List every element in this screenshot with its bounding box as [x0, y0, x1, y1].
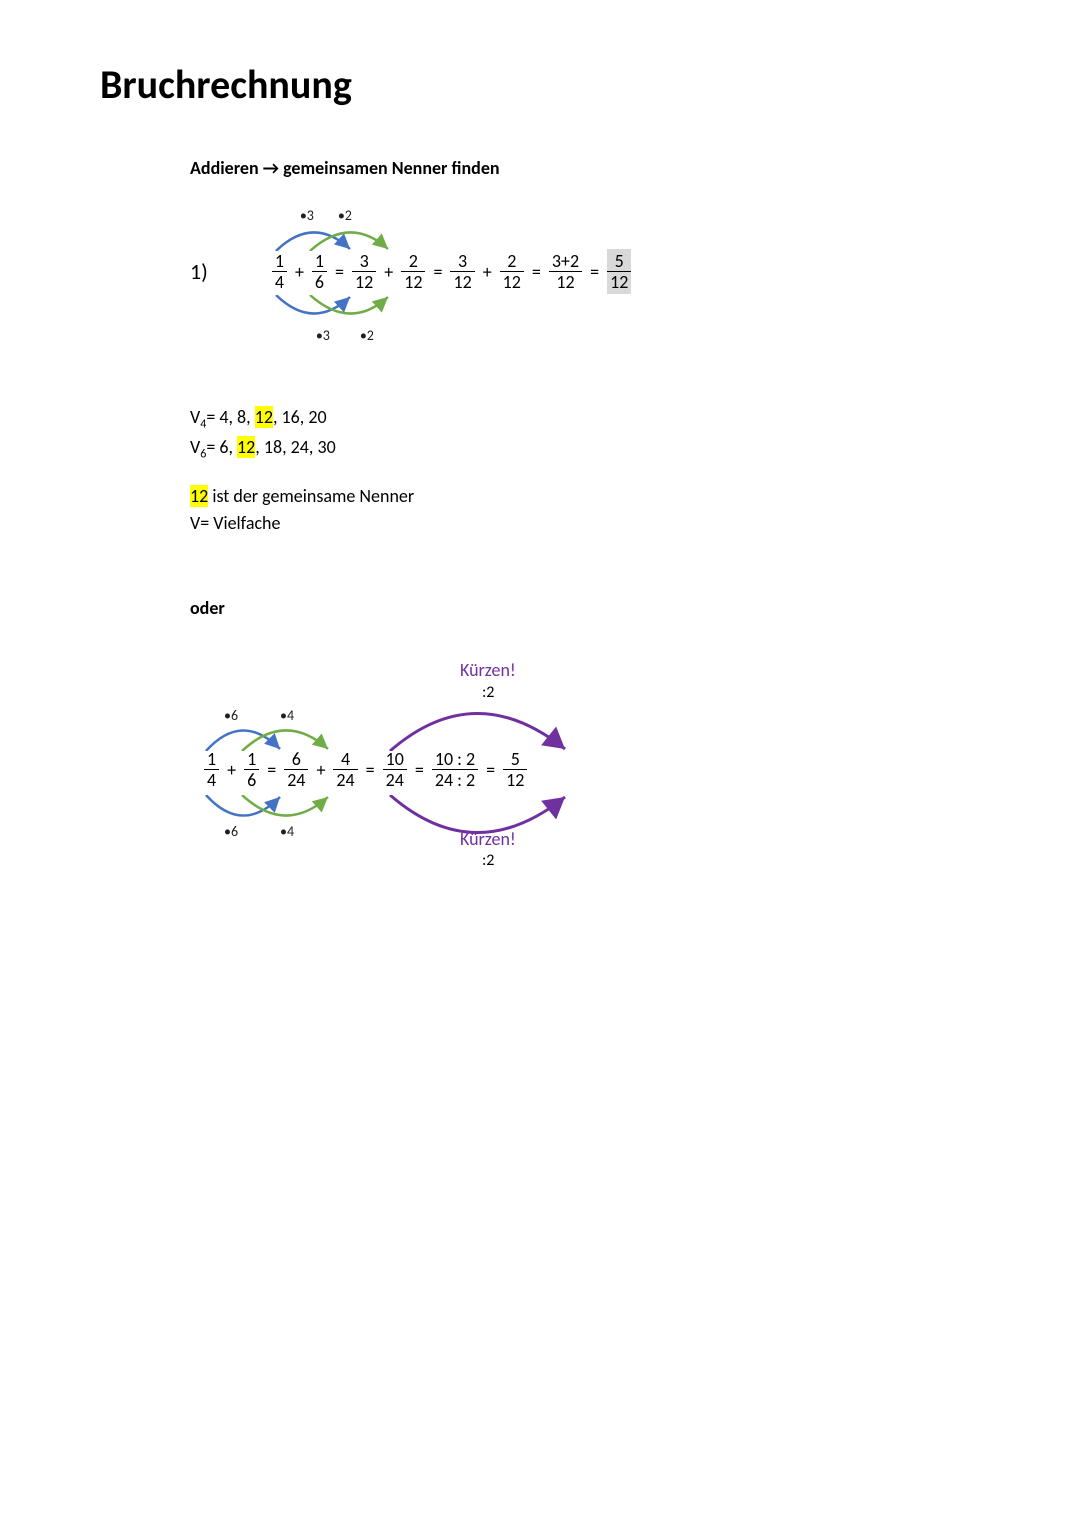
ex2-frac-2: 16	[244, 749, 259, 790]
ex2-bot-label-2: •4	[280, 823, 294, 840]
ex1-equation: 14 + 16 = 312 + 212 = 312 + 212 = 3+212 …	[268, 249, 636, 294]
ex1-frac-5: 312	[450, 251, 474, 292]
example-2-equation-wrap: Kürzen! :2 Kürzen! :2 •6 •4 •6 •4	[200, 659, 531, 870]
subtitle: Addieren → gemeinsamen Nenner finden	[190, 157, 980, 179]
ex1-frac-1: 14	[272, 251, 287, 292]
right-arrow-icon: →	[263, 157, 279, 179]
ex2-frac-5: 1024	[383, 749, 407, 790]
plus-op: +	[384, 263, 393, 281]
common-denominator-hl: 12	[190, 485, 208, 507]
document-page: Bruchrechnung Addieren → gemeinsamen Nen…	[0, 0, 1080, 950]
eq-op: =	[415, 761, 424, 779]
multiples-v4: V4= 4, 8, 12, 16, 20	[190, 404, 980, 434]
ex1-frac-2: 16	[312, 251, 327, 292]
example-2-row: Kürzen! :2 Kürzen! :2 •6 •4 •6 •4	[200, 659, 980, 870]
ex1-frac-4: 212	[401, 251, 425, 292]
ex1-top-arrows	[268, 221, 448, 251]
v6-highlight: 12	[237, 436, 255, 458]
v4-highlight: 12	[255, 406, 273, 428]
ex1-bot-arrows	[268, 295, 448, 325]
ex2-frac-6: 10 : 224 : 2	[432, 749, 478, 790]
kuerzen-bot-label: Kürzen!	[460, 828, 516, 850]
subtitle-prefix: Addieren	[190, 157, 259, 179]
example-1-row: 1) •3 •2 •3 •2 14	[190, 199, 980, 344]
ex1-bot-label-1: •3	[316, 327, 330, 344]
common-denominator-line: 12 ist der gemeinsame Nenner	[190, 483, 980, 510]
ex2-frac-3: 624	[284, 749, 308, 790]
eq-op: =	[335, 263, 344, 281]
ex2-frac-4: 424	[333, 749, 357, 790]
plus-op: +	[483, 263, 492, 281]
multiples-v6: V6= 6, 12, 18, 24, 30	[190, 434, 980, 464]
ex2-equation: 14 + 16 = 624 + 424 = 1024 = 10 : 224 : …	[200, 749, 531, 790]
ex2-top-label-2: •4	[280, 707, 294, 724]
kuerzen-top-label: Kürzen!	[460, 659, 516, 681]
oder-label: oder	[190, 597, 980, 619]
page-title: Bruchrechnung	[100, 60, 980, 109]
plus-op: +	[227, 761, 236, 779]
eq-op: =	[433, 263, 442, 281]
eq-op: =	[366, 761, 375, 779]
ex2-bot-label-1: •6	[224, 823, 238, 840]
subtitle-suffix: gemeinsamen Nenner finden	[283, 157, 499, 179]
ex2-top-arrow-right	[380, 707, 590, 751]
multiples-block: V4= 4, 8, 12, 16, 20 V6= 6, 12, 18, 24, …	[190, 404, 980, 463]
ex2-frac-7-result: 512	[503, 749, 527, 790]
ex1-top-label-1: •3	[300, 207, 314, 224]
eq-op: =	[486, 761, 495, 779]
kuerzen-top-sub: :2	[482, 683, 494, 702]
eq-op: =	[590, 263, 599, 281]
example-1-label: 1)	[190, 258, 208, 285]
example-1-equation-wrap: •3 •2 •3 •2 14 + 16	[268, 199, 636, 344]
ex1-frac-7: 3+212	[549, 251, 582, 292]
plus-op: +	[316, 761, 325, 779]
explain-block: 12 ist der gemeinsame Nenner V= Vielfach…	[190, 483, 980, 537]
ex1-frac-3: 312	[352, 251, 376, 292]
kuerzen-bot-sub: :2	[482, 851, 494, 870]
eq-op: =	[267, 761, 276, 779]
ex1-frac-6: 212	[500, 251, 524, 292]
eq-op: =	[532, 263, 541, 281]
ex1-top-label-2: •2	[338, 207, 352, 224]
ex2-frac-1: 14	[204, 749, 219, 790]
ex1-frac-8-result: 512	[607, 249, 631, 294]
vielfache-def: V= Vielfache	[190, 510, 980, 537]
ex1-bot-label-2: •2	[360, 327, 374, 344]
plus-op: +	[295, 263, 304, 281]
ex2-top-label-1: •6	[224, 707, 238, 724]
